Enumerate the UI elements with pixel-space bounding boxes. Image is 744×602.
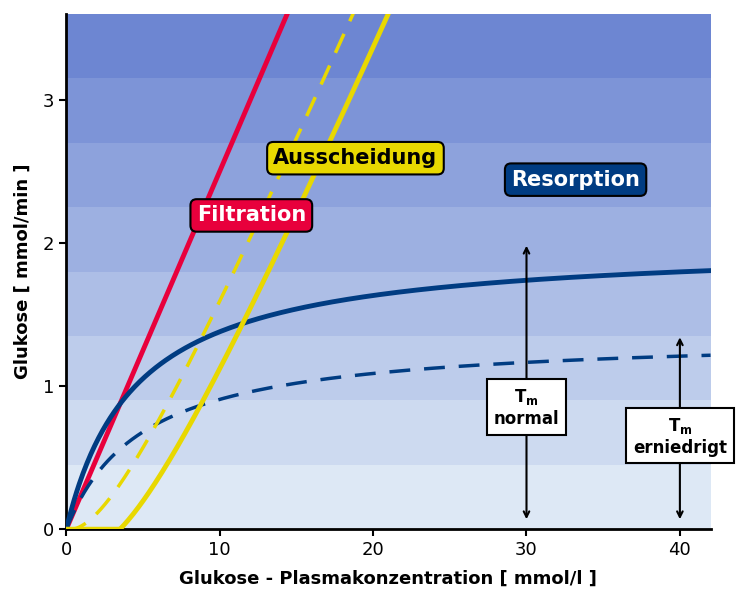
X-axis label: Glukose - Plasmakonzentration [ mmol/l ]: Glukose - Plasmakonzentration [ mmol/l ] bbox=[179, 570, 597, 588]
Text: Resorption: Resorption bbox=[511, 170, 640, 190]
Y-axis label: Glukose [ mmol/min ]: Glukose [ mmol/min ] bbox=[14, 164, 32, 379]
Bar bbox=[66, 465, 711, 529]
Text: Filtration: Filtration bbox=[196, 205, 306, 225]
Bar bbox=[66, 336, 711, 400]
Text: Ausscheidung: Ausscheidung bbox=[273, 148, 437, 168]
Text: $\mathbf{T_m}$
erniedrigt: $\mathbf{T_m}$ erniedrigt bbox=[633, 416, 727, 456]
Bar bbox=[66, 14, 711, 78]
Bar bbox=[66, 78, 711, 143]
Bar bbox=[66, 272, 711, 336]
Bar bbox=[66, 207, 711, 272]
Bar bbox=[66, 400, 711, 465]
Bar bbox=[66, 143, 711, 207]
Text: $\mathbf{T_m}$
normal: $\mathbf{T_m}$ normal bbox=[494, 387, 559, 428]
